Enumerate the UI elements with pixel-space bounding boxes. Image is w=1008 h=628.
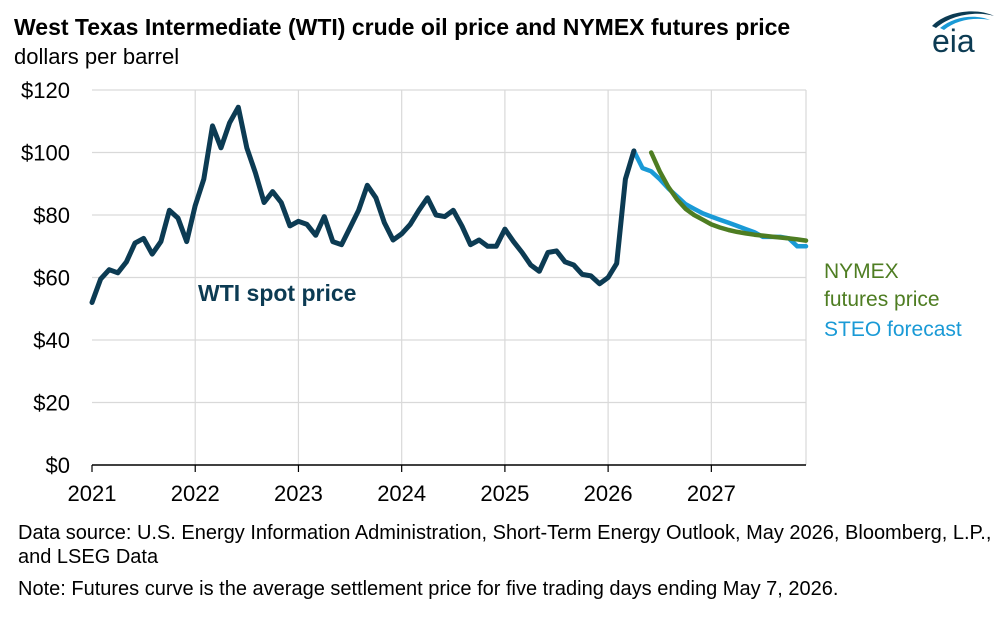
x-tick-label: 2023 xyxy=(274,481,323,506)
wti-spot-price-label: WTI spot price xyxy=(198,280,356,306)
x-tick-label: 2022 xyxy=(171,481,220,506)
chart-title: West Texas Intermediate (WTI) crude oil … xyxy=(14,14,791,40)
y-tick-label: $60 xyxy=(33,266,70,291)
series-lines xyxy=(89,104,809,305)
axes: $0 $20 $40 $60 $80 $100 $120 2021 2022 2023 2024 20… xyxy=(21,78,806,506)
footnote: Note: Futures curve is the average settl… xyxy=(18,578,839,600)
y-tick-label: $40 xyxy=(33,328,70,353)
x-tick-label: 2024 xyxy=(377,481,426,506)
logo-swoosh-dark xyxy=(932,11,994,28)
x-tick-label: 2021 xyxy=(68,481,117,506)
gridlines xyxy=(92,89,807,465)
y-tick-label: $20 xyxy=(33,391,70,416)
y-tick-label: $80 xyxy=(33,203,70,228)
steo-forecast-line xyxy=(631,148,809,249)
series-labels: WTI spot price NYMEX futures price STEO for… xyxy=(198,260,962,341)
data-source-note: Data source: U.S. Energy Information Adm… xyxy=(18,522,992,568)
logo-text: eia xyxy=(932,23,975,56)
eia-logo: eia xyxy=(932,11,994,56)
wti-spot-price-line xyxy=(89,104,637,305)
nymex-futures-price-line xyxy=(648,150,809,243)
y-tick-label: $0 xyxy=(46,453,70,478)
y-tick-label: $100 xyxy=(21,141,70,166)
nymex-futures-price-label: NYMEX xyxy=(824,260,899,283)
x-tick-label: 2025 xyxy=(480,481,529,506)
y-tick-label: $120 xyxy=(21,78,70,103)
x-tick-label: 2027 xyxy=(687,481,736,506)
logo-swoosh-light xyxy=(940,16,990,30)
x-tick-label: 2026 xyxy=(584,481,633,506)
chart-subtitle: dollars per barrel xyxy=(14,44,180,69)
nymex-futures-price-label: futures price xyxy=(824,288,940,311)
steo-forecast-label: STEO forecast xyxy=(824,318,962,341)
